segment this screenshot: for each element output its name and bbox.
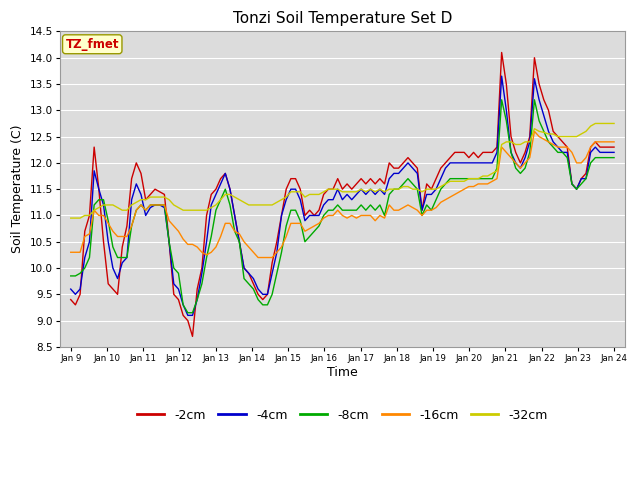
Title: Tonzi Soil Temperature Set D: Tonzi Soil Temperature Set D	[233, 11, 452, 26]
Y-axis label: Soil Temperature (C): Soil Temperature (C)	[11, 125, 24, 253]
Text: TZ_fmet: TZ_fmet	[65, 38, 119, 51]
X-axis label: Time: Time	[327, 366, 358, 379]
Legend: -2cm, -4cm, -8cm, -16cm, -32cm: -2cm, -4cm, -8cm, -16cm, -32cm	[132, 404, 553, 427]
